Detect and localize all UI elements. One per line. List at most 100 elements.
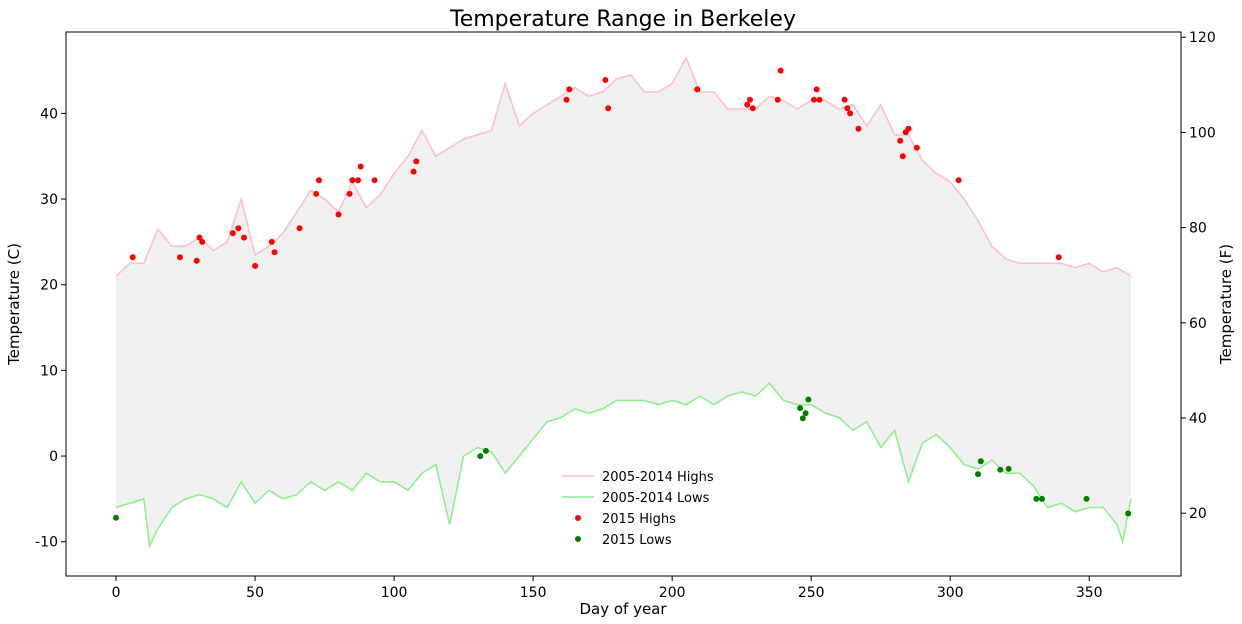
y-right-axis-label: Temperature (F) bbox=[1217, 244, 1235, 365]
series-lines bbox=[115, 55, 1132, 549]
x-tick-label: 100 bbox=[381, 585, 408, 601]
record-low-point bbox=[805, 396, 812, 403]
y-tick-label: 30 bbox=[40, 192, 58, 208]
legend-label: 2005-2014 Highs bbox=[602, 470, 714, 485]
record-high-point bbox=[816, 96, 823, 103]
y-right-tick-label: 20 bbox=[1189, 506, 1207, 522]
record-high-point bbox=[129, 254, 136, 261]
record-high-point bbox=[774, 96, 781, 103]
y-axis-label: Temperature (C) bbox=[5, 243, 23, 366]
range-fill bbox=[116, 57, 1131, 546]
legend-label: 2015 Lows bbox=[602, 533, 672, 548]
y-right-tick-label: 100 bbox=[1189, 125, 1216, 141]
record-low-point bbox=[1083, 495, 1090, 502]
record-low-point bbox=[975, 471, 981, 478]
record-high-point bbox=[813, 86, 820, 93]
record-high-point bbox=[566, 86, 573, 93]
y-right-tick-label: 80 bbox=[1189, 221, 1207, 237]
record-low-point bbox=[977, 458, 984, 465]
x-axis-ticks: 0 50 100 150 200 250 300 350 bbox=[112, 576, 1103, 601]
record-high-point bbox=[199, 238, 206, 245]
record-high-point bbox=[811, 96, 817, 103]
record-high-point bbox=[335, 211, 342, 218]
x-tick-label: 150 bbox=[520, 585, 547, 601]
record-high-point bbox=[371, 177, 378, 184]
record-high-point bbox=[605, 105, 612, 112]
record-high-point bbox=[844, 105, 851, 112]
y-tick-label: 20 bbox=[40, 278, 58, 294]
x-tick-label: 50 bbox=[246, 585, 264, 601]
legend-swatch bbox=[575, 515, 581, 521]
record-low-point bbox=[802, 410, 809, 417]
record-high-point bbox=[694, 86, 701, 93]
record-high-point bbox=[229, 230, 236, 237]
plot-frame bbox=[65, 31, 1182, 577]
record-low-point bbox=[797, 405, 804, 412]
record-low-point bbox=[799, 415, 806, 422]
legend-label: 2005-2014 Lows bbox=[602, 491, 710, 506]
record-high-point bbox=[177, 254, 183, 261]
record-high-point bbox=[252, 262, 259, 269]
y-right-tick-label: 60 bbox=[1189, 316, 1207, 332]
series-points bbox=[113, 67, 1132, 521]
x-tick-label: 300 bbox=[937, 585, 964, 601]
x-tick-label: 0 bbox=[112, 585, 121, 601]
y-tick-label: 40 bbox=[40, 106, 58, 122]
record-high-point bbox=[196, 234, 203, 241]
x-tick-label: 200 bbox=[659, 585, 686, 601]
record-high-point bbox=[897, 137, 904, 144]
record-high-point bbox=[749, 105, 756, 112]
y-tick-label: 10 bbox=[40, 363, 58, 379]
record-high-point bbox=[241, 234, 247, 241]
record-low-point bbox=[1125, 510, 1132, 517]
record-low-point bbox=[1033, 495, 1040, 502]
record-high-point bbox=[563, 96, 570, 103]
record-high-point bbox=[841, 96, 848, 103]
x-axis-label: Day of year bbox=[579, 600, 667, 618]
record-low-point bbox=[113, 514, 119, 521]
record-high-point bbox=[355, 177, 361, 184]
record-high-point bbox=[1055, 254, 1062, 261]
record-high-point bbox=[357, 163, 364, 170]
legend-swatch bbox=[575, 536, 581, 542]
x-tick-label: 250 bbox=[798, 585, 825, 601]
lows-line bbox=[115, 382, 1132, 549]
legend-label: 2015 Highs bbox=[602, 512, 676, 527]
record-high-point bbox=[268, 238, 275, 245]
record-high-point bbox=[413, 158, 420, 165]
range-fill-area bbox=[116, 57, 1131, 546]
record-high-point bbox=[744, 101, 751, 108]
record-high-point bbox=[271, 249, 278, 256]
record-low-point bbox=[477, 453, 484, 460]
y-right-tick-label: 120 bbox=[1189, 30, 1216, 46]
record-high-point bbox=[855, 125, 862, 132]
record-high-point bbox=[410, 168, 417, 175]
record-high-point bbox=[905, 125, 912, 132]
record-high-point bbox=[296, 225, 303, 232]
record-high-point bbox=[747, 96, 753, 103]
x-tick-label: 350 bbox=[1076, 585, 1103, 601]
record-high-point bbox=[349, 177, 356, 184]
highs-line bbox=[115, 55, 1132, 277]
record-high-point bbox=[955, 177, 962, 184]
record-low-point bbox=[997, 466, 1004, 473]
record-low-point bbox=[1005, 465, 1012, 472]
record-high-point bbox=[193, 257, 200, 264]
record-high-point bbox=[847, 110, 854, 117]
record-high-point bbox=[777, 67, 784, 74]
record-high-point bbox=[235, 225, 242, 232]
record-high-point bbox=[346, 190, 353, 197]
record-high-point bbox=[899, 153, 906, 160]
y-right-tick-label: 40 bbox=[1189, 411, 1207, 427]
record-high-point bbox=[913, 144, 920, 151]
record-high-point bbox=[313, 190, 320, 197]
record-high-point bbox=[602, 77, 609, 83]
y-axis-ticks: -10 0 10 20 30 40 bbox=[35, 106, 66, 551]
y-right-axis-ticks: 20 40 60 80 100 120 bbox=[1181, 30, 1216, 522]
record-high-point bbox=[316, 177, 322, 184]
record-low-point bbox=[1039, 495, 1045, 502]
y-tick-label: -10 bbox=[35, 535, 58, 551]
chart-title: Temperature Range in Berkeley bbox=[449, 7, 796, 32]
legend: 2005-2014 Highs 2005-2014 Lows 2015 Highs 2… bbox=[562, 470, 714, 548]
